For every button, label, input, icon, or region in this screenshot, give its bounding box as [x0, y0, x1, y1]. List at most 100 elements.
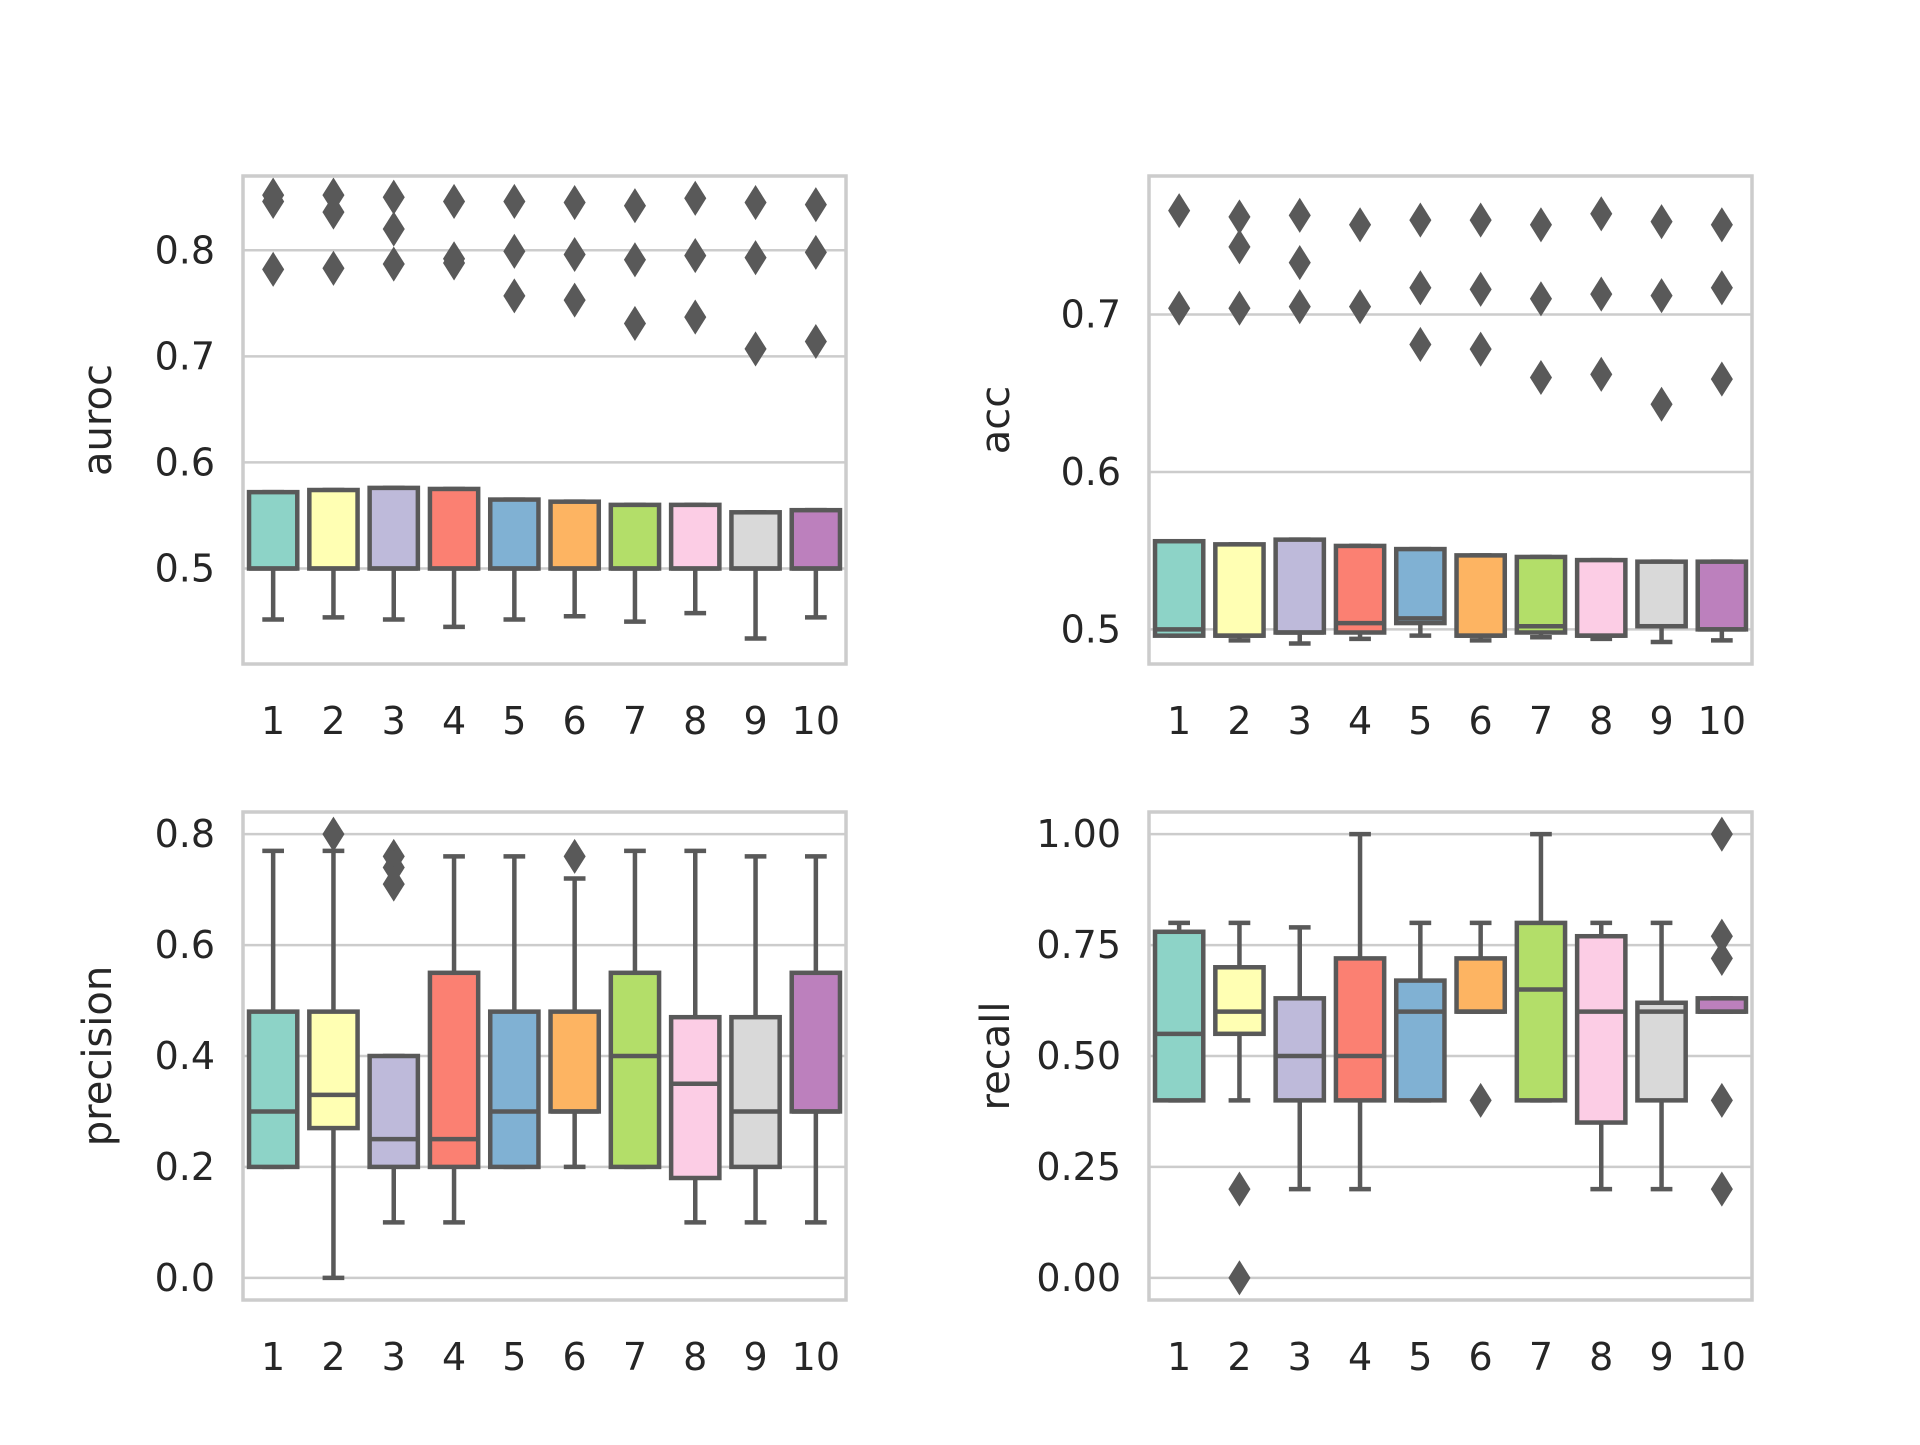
- box-iqr: [1393, 978, 1447, 1103]
- outlier-marker: [804, 323, 827, 360]
- box-iqr: [608, 970, 662, 1170]
- box-7: [1514, 831, 1568, 1103]
- outlier-marker: [382, 211, 405, 247]
- box-iqr: [1333, 956, 1387, 1103]
- x-tick-label: 5: [1408, 1335, 1432, 1379]
- box-7: [608, 188, 662, 624]
- box-9: [1635, 204, 1688, 645]
- y-tick-label: 0.5: [1061, 607, 1121, 651]
- x-tick-label: 5: [502, 1335, 526, 1379]
- box-6: [548, 838, 602, 1170]
- y-tick-label: 0.2: [155, 1145, 215, 1189]
- axes-frame: [241, 810, 848, 1302]
- subplot-auroc: 0.5 0.6 0.7 0.8 1 2 3 4 5 6 7 8 9 10 auroc: [75, 174, 848, 743]
- box-9: [729, 184, 782, 641]
- x-tick-label: 3: [382, 699, 406, 743]
- box-iqr: [1514, 554, 1568, 635]
- outlier-marker: [1650, 386, 1673, 422]
- y-tick-label: 0.00: [1036, 1256, 1121, 1300]
- box-iqr: [729, 510, 782, 571]
- box-iqr: [1152, 929, 1206, 1103]
- outlier-marker: [1288, 197, 1311, 233]
- outlier-marker: [563, 184, 586, 221]
- box-8: [668, 180, 722, 616]
- outlier-marker: [503, 278, 526, 314]
- outlier-marker: [1469, 331, 1492, 367]
- outlier-marker: [1349, 207, 1372, 243]
- x-tick-label: 2: [321, 699, 345, 743]
- outlier-marker: [1710, 1082, 1733, 1118]
- box-iqr: [1273, 537, 1327, 635]
- x-tick-label: 4: [1348, 1335, 1372, 1379]
- outlier-marker: [382, 866, 405, 902]
- outlier-marker: [623, 242, 646, 278]
- x-tick-label: 9: [743, 1335, 767, 1379]
- box-1: [1152, 920, 1206, 1103]
- box-3: [367, 838, 421, 1225]
- outlier-marker: [1710, 361, 1733, 397]
- x-tick-label: 10: [1698, 699, 1746, 743]
- box-iqr: [307, 487, 360, 571]
- x-tick-label: 4: [442, 699, 466, 743]
- box-iqr: [1213, 542, 1266, 638]
- y-tick-label: 0.6: [1061, 450, 1121, 494]
- outlier-marker: [262, 251, 285, 287]
- y-tick-label: 0.75: [1036, 923, 1121, 967]
- outlier-marker: [1710, 918, 1733, 954]
- y-tick-label: 0.0: [155, 1256, 215, 1300]
- outlier-marker: [1529, 359, 1552, 396]
- outlier-marker: [623, 305, 646, 342]
- x-tick-label: 2: [321, 1335, 345, 1379]
- box-iqr: [1514, 920, 1568, 1103]
- y-tick-label: 0.5: [155, 547, 215, 591]
- outlier-marker: [1228, 199, 1251, 235]
- box-iqr: [1152, 538, 1206, 638]
- outlier-marker: [1650, 278, 1673, 314]
- x-tick-label: 3: [382, 1335, 406, 1379]
- outlier-marker: [1228, 1171, 1251, 1207]
- box-4: [427, 854, 481, 1225]
- outlier-marker: [1168, 290, 1191, 326]
- x-tick-label: 8: [1589, 1335, 1613, 1379]
- x-tick-label: 10: [792, 1335, 840, 1379]
- outlier-marker: [804, 234, 827, 270]
- x-tick-label: 1: [1167, 1335, 1191, 1379]
- outlier-marker: [1228, 1260, 1251, 1296]
- x-tick-label: 2: [1227, 1335, 1251, 1379]
- x-tick-label: 6: [563, 699, 587, 743]
- box-5: [1393, 202, 1447, 638]
- y-tick-label: 0.8: [155, 812, 215, 856]
- outlier-marker: [1409, 326, 1432, 362]
- box-6: [1454, 202, 1508, 643]
- box-1: [1152, 193, 1206, 638]
- x-tick-label: 7: [1529, 699, 1553, 743]
- x-tick-label: 7: [623, 1335, 647, 1379]
- outlier-marker: [1710, 270, 1733, 306]
- outlier-marker: [1288, 245, 1311, 281]
- x-tick-label: 3: [1288, 699, 1312, 743]
- box-iqr: [668, 502, 722, 571]
- box-10: [789, 854, 843, 1225]
- box-iqr: [789, 970, 843, 1114]
- x-tick-label: 1: [261, 699, 285, 743]
- y-tick-label: 0.7: [1061, 293, 1121, 337]
- box-5: [487, 183, 541, 622]
- box-iqr: [729, 1014, 782, 1170]
- box-iqr: [1273, 996, 1327, 1103]
- x-tick-label: 7: [623, 699, 647, 743]
- x-tick-label: 8: [1589, 699, 1613, 743]
- outlier-marker: [503, 183, 526, 220]
- outlier-marker: [623, 188, 646, 224]
- y-tick-label: 1.00: [1036, 812, 1121, 856]
- x-tick-label: 9: [1649, 1335, 1673, 1379]
- box-iqr: [1213, 965, 1266, 1037]
- box-8: [1574, 196, 1628, 642]
- box-iqr: [1695, 559, 1749, 632]
- x-tick-label: 8: [683, 699, 707, 743]
- x-tick-label: 9: [743, 699, 767, 743]
- outlier-marker: [1710, 816, 1733, 852]
- box-iqr: [1574, 933, 1628, 1125]
- box-iqr: [1454, 553, 1508, 638]
- y-tick-label: 0.6: [155, 923, 215, 967]
- outlier-marker: [262, 183, 285, 220]
